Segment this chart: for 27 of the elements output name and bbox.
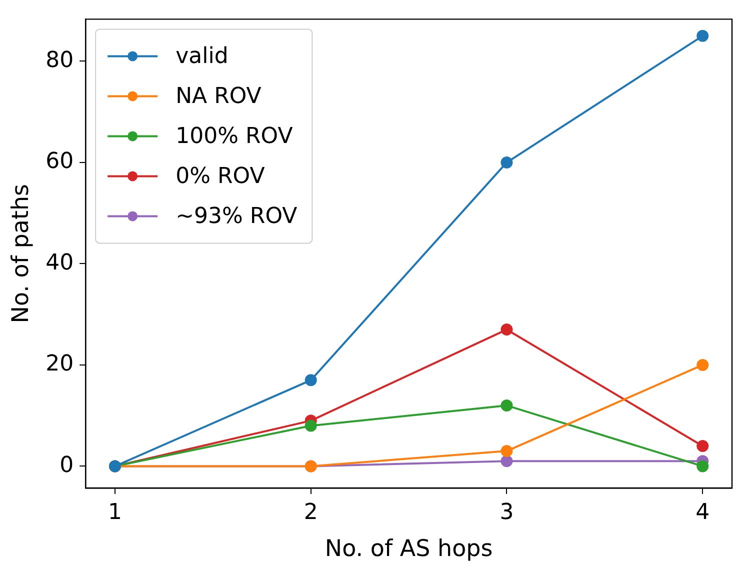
- legend-label: ~93% ROV: [176, 204, 298, 229]
- point: [696, 460, 709, 472]
- y-tick-label: 0: [60, 452, 74, 478]
- point: [304, 420, 317, 432]
- x-tick-label: 4: [696, 500, 710, 525]
- legend-label: 100% ROV: [176, 124, 293, 149]
- x-tick-label: 1: [108, 500, 122, 525]
- y-tick-label: 80: [46, 48, 74, 73]
- x-tick-label: 3: [500, 500, 514, 525]
- point: [500, 445, 513, 458]
- y-axis-title: No. of paths: [8, 184, 34, 324]
- x-tick-label: 2: [304, 500, 318, 525]
- point: [500, 455, 513, 468]
- legend-label: 0% ROV: [176, 164, 265, 189]
- point: [696, 30, 709, 42]
- legend-label: valid: [176, 44, 228, 69]
- x-axis-title: No. of AS hops: [324, 536, 493, 562]
- point: [500, 399, 513, 412]
- y-tick-label: 20: [46, 352, 74, 377]
- y-tick-label: 40: [46, 250, 74, 276]
- point: [304, 374, 317, 386]
- point: [696, 440, 709, 452]
- point: [696, 358, 709, 371]
- point: [500, 156, 513, 168]
- legend-label: NA ROV: [176, 84, 262, 109]
- point: [500, 324, 513, 336]
- y-tick-label: 60: [46, 149, 74, 174]
